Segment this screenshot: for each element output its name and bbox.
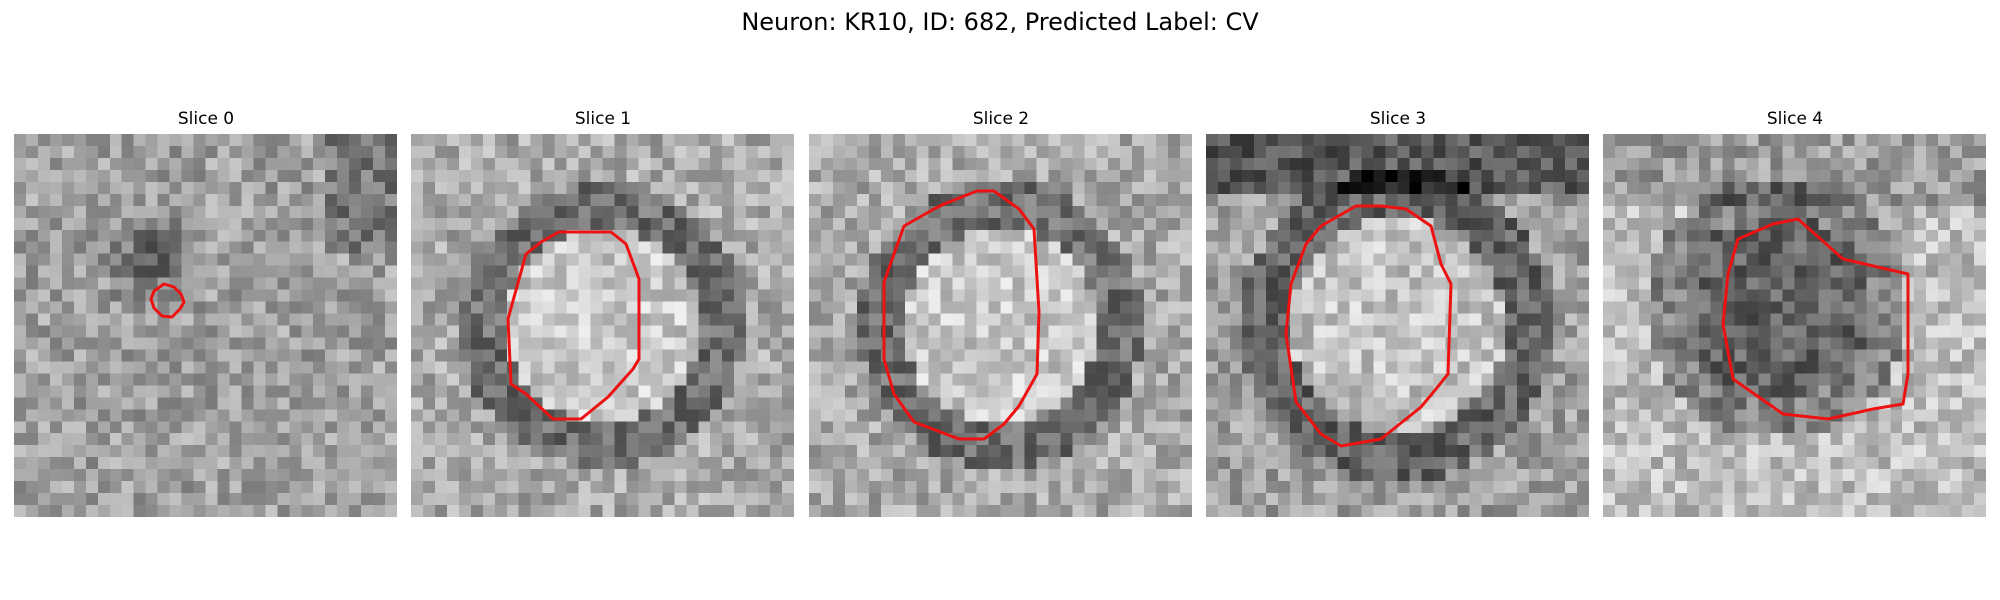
slice-2-title: Slice 2 — [972, 109, 1030, 129]
slice-2-outline-polygon — [882, 189, 1041, 441]
slice-1-outline-polygon — [506, 230, 641, 421]
slice-3-outline-polygon — [1284, 204, 1453, 448]
slice-0-title: Slice 0 — [177, 109, 235, 129]
slice-3-outline — [1284, 204, 1453, 448]
slice-3-title: Slice 3 — [1369, 109, 1427, 129]
slice-0-image — [14, 134, 397, 517]
figure-title: Neuron: KR10, ID: 682, Predicted Label: … — [741, 8, 1259, 36]
slice-2-outline — [882, 189, 1041, 441]
slice-2-image — [809, 134, 1192, 517]
slice-4-title: Slice 4 — [1766, 109, 1824, 129]
slice-0-outline-polygon — [149, 282, 186, 319]
slice-3-image — [1206, 134, 1589, 517]
slice-4-outline — [1721, 217, 1910, 421]
slice-1-image — [411, 134, 794, 517]
slice-4-outline-polygon — [1721, 217, 1910, 421]
slice-1-title: Slice 1 — [574, 109, 632, 129]
slice-4-image — [1603, 134, 1986, 517]
slice-0-outline — [149, 282, 186, 319]
slice-1-outline — [506, 230, 641, 421]
